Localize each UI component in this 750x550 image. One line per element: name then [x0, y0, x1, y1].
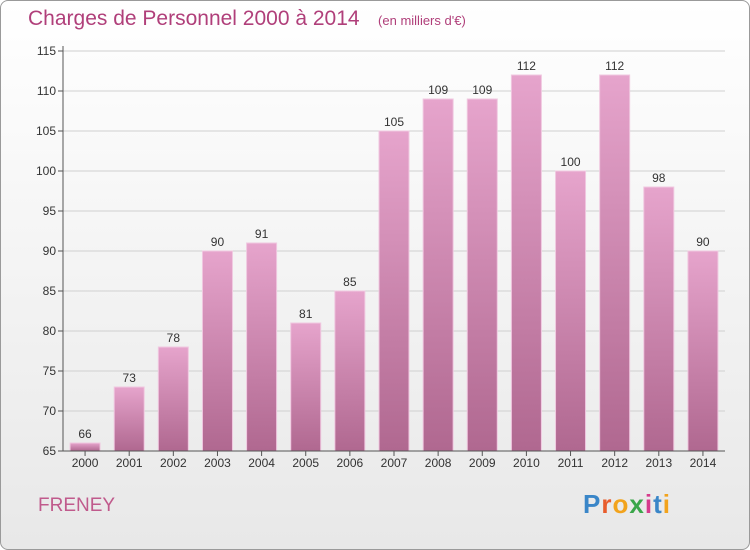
- data-label: 105: [384, 115, 404, 129]
- x-tick-label: 2003: [204, 456, 231, 470]
- data-label: 73: [123, 371, 137, 385]
- y-tick-label: 110: [37, 84, 56, 98]
- logo-letter: t: [653, 489, 663, 519]
- bar-2003: [201, 250, 233, 452]
- x-tick-label: 2009: [469, 456, 496, 470]
- data-label: 91: [255, 227, 269, 241]
- y-tick-label: 90: [43, 244, 57, 258]
- chart-title: Charges de Personnel 2000 à 2014: [28, 7, 360, 30]
- x-tick-label: 2011: [558, 456, 584, 470]
- logo-letter: r: [601, 489, 613, 519]
- bars: [69, 74, 719, 452]
- bar-2009: [466, 98, 498, 452]
- data-label: 112: [605, 59, 624, 73]
- bar-2000: [69, 442, 101, 452]
- y-tick-label: 100: [36, 164, 56, 178]
- logo-letter: x: [629, 489, 645, 519]
- y-tick-label: 85: [43, 284, 57, 298]
- bar-2007: [378, 130, 410, 452]
- data-label: 98: [652, 171, 666, 185]
- y-tick-label: 70: [43, 404, 57, 418]
- x-tick-label: 2005: [292, 456, 319, 470]
- x-tick-label: 2014: [690, 456, 717, 470]
- data-label: 78: [167, 331, 181, 345]
- bar-2002: [157, 346, 189, 452]
- x-tick-label: 2002: [160, 456, 187, 470]
- x-tick-label: 2013: [645, 456, 672, 470]
- y-tick-label: 105: [36, 124, 56, 138]
- bar-2011: [555, 170, 587, 452]
- title-row: Charges de Personnel 2000 à 2014 (en mil…: [28, 7, 466, 31]
- x-tick-label: 2012: [601, 456, 628, 470]
- data-label: 112: [517, 59, 536, 73]
- bar-2004: [246, 242, 278, 452]
- y-tick-label: 75: [43, 364, 57, 378]
- y-tick-label: 95: [43, 204, 57, 218]
- proxiti-logo[interactable]: Proxiti: [583, 489, 671, 520]
- data-label: 100: [561, 155, 581, 169]
- x-tick-label: 2010: [513, 456, 540, 470]
- x-tick-label: 2004: [248, 456, 275, 470]
- bar-2008: [422, 98, 454, 452]
- bar-2006: [334, 290, 366, 452]
- axes: [58, 46, 725, 456]
- x-tick-label: 2007: [381, 456, 408, 470]
- logo-letter: i: [644, 489, 654, 519]
- bar-2001: [113, 386, 145, 452]
- bar-2014: [687, 250, 719, 452]
- data-label: 109: [472, 83, 492, 97]
- data-label: 66: [78, 427, 92, 441]
- x-tick-label: 2008: [425, 456, 452, 470]
- y-tick-label: 115: [37, 44, 56, 58]
- data-label: 109: [428, 83, 448, 97]
- data-label: 81: [299, 307, 313, 321]
- bar-2010: [510, 74, 542, 452]
- logo-letter: P: [583, 489, 602, 519]
- data-label: 85: [343, 275, 357, 289]
- x-tick-label: 2001: [116, 456, 143, 470]
- x-tick-label: 2000: [72, 456, 99, 470]
- bar-2005: [290, 322, 322, 452]
- logo-letter: i: [662, 489, 671, 519]
- data-label: 90: [211, 235, 225, 249]
- commune-name: FRENEY: [38, 495, 116, 516]
- logo-letter: o: [612, 489, 630, 519]
- data-label: 90: [696, 235, 710, 249]
- labels: 65 70 75 80 85 90 95 100 105 110 115 66 2000 73 2001 78…: [36, 44, 717, 470]
- chart-unit: (en milliers d'€): [378, 13, 466, 28]
- bar-2013: [643, 186, 675, 452]
- bar-2012: [599, 74, 631, 452]
- y-tick-label: 65: [43, 444, 57, 458]
- x-tick-label: 2006: [337, 456, 364, 470]
- y-tick-label: 80: [43, 324, 57, 338]
